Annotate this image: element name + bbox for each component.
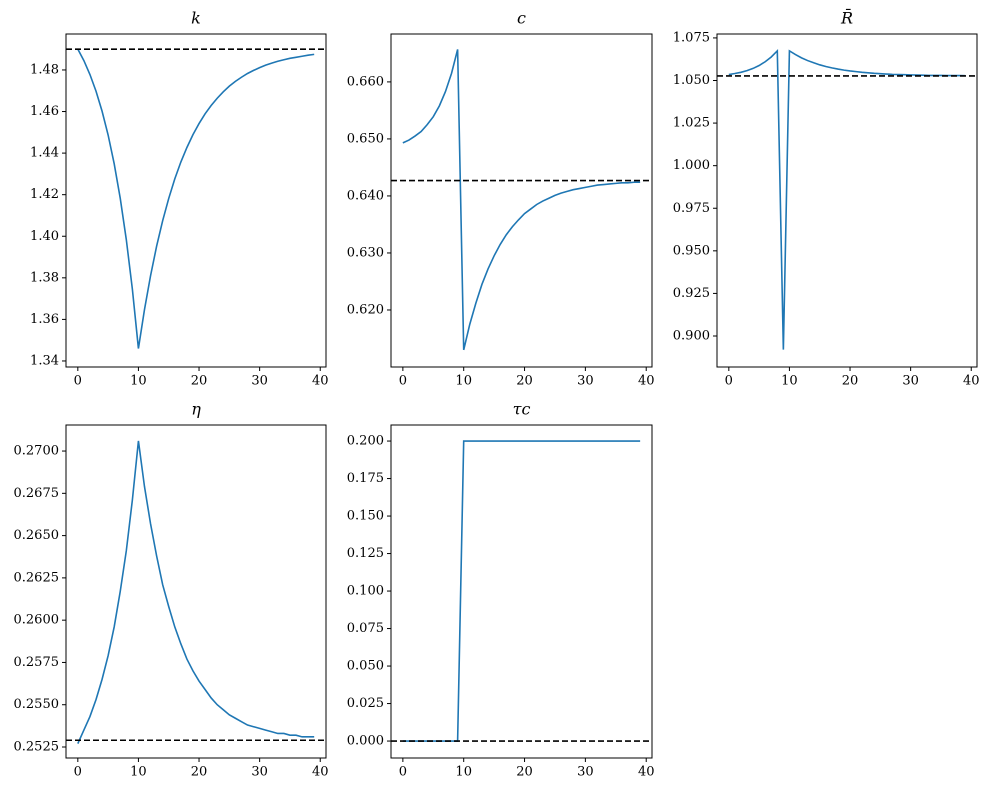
x-tick-label: 40 (963, 374, 980, 389)
x-tick-label: 20 (191, 765, 208, 780)
subplot: 0 10 20 30 40 0.2525 0.2550 0.2575 0.2600 0.2625 0… (14, 400, 329, 780)
chart-title: c (517, 9, 526, 28)
y-tick-label: 1.48 (30, 62, 59, 77)
chart-title: R̄ (840, 7, 853, 28)
y-tick-label: 0.630 (347, 245, 384, 260)
subplot: 0 10 20 30 40 1.34 1.36 1.38 1.40 1.42 1.44 1.46 1.4… (30, 9, 328, 389)
y-tick-label: 0.2575 (14, 655, 60, 670)
x-tick-label: 10 (130, 374, 147, 389)
data-line (77, 48, 315, 349)
x-tick-label: 0 (725, 374, 733, 389)
axes-frame (65, 424, 327, 759)
y-tick-label: 1.42 (30, 187, 59, 202)
axes-frame (716, 33, 978, 368)
x-tick-label: 0 (74, 765, 82, 780)
x-tick-label: 20 (191, 374, 208, 389)
y-tick-label: 1.44 (30, 146, 59, 161)
x-tick-label: 30 (577, 765, 594, 780)
y-tick-label: 0.640 (347, 188, 384, 203)
axes-frame (65, 33, 327, 368)
x-tick-label: 20 (516, 374, 533, 389)
y-tick-label: 0.975 (673, 201, 710, 216)
y-tick-label: 0.2675 (14, 486, 60, 501)
x-tick-label: 40 (638, 765, 655, 780)
y-tick-label: 0.200 (347, 434, 384, 449)
y-tick-label: 1.025 (673, 116, 710, 131)
y-tick-label: 0.950 (673, 243, 710, 258)
y-tick-label: 0.650 (347, 131, 384, 146)
y-tick-label: 0.2625 (14, 570, 60, 585)
x-tick-label: 30 (902, 374, 919, 389)
y-tick-label: 0.925 (673, 286, 710, 301)
y-tick-label: 0.900 (673, 328, 710, 343)
chart-title: τc (513, 400, 531, 419)
y-tick-label: 0.025 (347, 696, 384, 711)
x-tick-label: 10 (130, 765, 147, 780)
y-tick-label: 0.660 (347, 74, 384, 89)
x-tick-label: 10 (781, 374, 798, 389)
x-tick-label: 0 (74, 374, 82, 389)
x-tick-label: 30 (251, 374, 268, 389)
x-tick-label: 30 (251, 765, 268, 780)
x-tick-label: 40 (638, 374, 655, 389)
x-tick-label: 30 (577, 374, 594, 389)
y-tick-label: 1.34 (30, 353, 59, 368)
y-tick-label: 1.38 (30, 270, 59, 285)
y-tick-label: 0.000 (347, 734, 384, 749)
x-tick-label: 20 (842, 374, 859, 389)
x-tick-label: 20 (516, 765, 533, 780)
x-tick-label: 0 (399, 765, 407, 780)
subplot: 0 10 20 30 40 0.900 0.925 0.950 0.975 1.000 1.025 1… (673, 7, 980, 389)
subplot: 0 10 20 30 40 0.620 0.630 0.640 0.650 0.660 c (347, 9, 655, 389)
y-tick-label: 1.36 (30, 312, 59, 327)
subplot: 0 10 20 30 40 0.000 0.025 0.050 0.075 0.100 0.125 0… (347, 400, 655, 780)
y-tick-label: 0.050 (347, 659, 384, 674)
x-tick-label: 10 (455, 374, 472, 389)
y-tick-label: 1.000 (673, 158, 710, 173)
x-tick-label: 10 (455, 765, 472, 780)
y-tick-label: 0.2700 (14, 444, 60, 459)
data-line (77, 440, 315, 744)
axes-frame (390, 33, 653, 368)
y-tick-label: 0.175 (347, 471, 384, 486)
y-tick-label: 0.100 (347, 584, 384, 599)
y-tick-label: 0.2550 (14, 697, 60, 712)
x-tick-label: 40 (312, 765, 329, 780)
x-tick-label: 0 (399, 374, 407, 389)
data-line (728, 48, 966, 350)
data-line (402, 440, 641, 742)
y-tick-label: 1.46 (30, 104, 59, 119)
y-tick-label: 1.050 (673, 73, 710, 88)
chart-title: k (191, 9, 201, 28)
x-tick-label: 40 (312, 374, 329, 389)
y-tick-label: 0.075 (347, 621, 384, 636)
y-tick-label: 1.075 (673, 30, 710, 45)
axes-frame (390, 424, 653, 759)
y-tick-label: 0.2525 (14, 740, 60, 755)
chart-title: η (191, 400, 201, 419)
y-tick-label: 0.620 (347, 302, 384, 317)
y-tick-label: 0.125 (347, 546, 384, 561)
y-tick-label: 0.2650 (14, 528, 60, 543)
y-tick-label: 0.150 (347, 509, 384, 524)
data-line (402, 49, 641, 351)
y-tick-label: 0.2600 (14, 613, 60, 628)
y-tick-label: 1.40 (30, 229, 59, 244)
